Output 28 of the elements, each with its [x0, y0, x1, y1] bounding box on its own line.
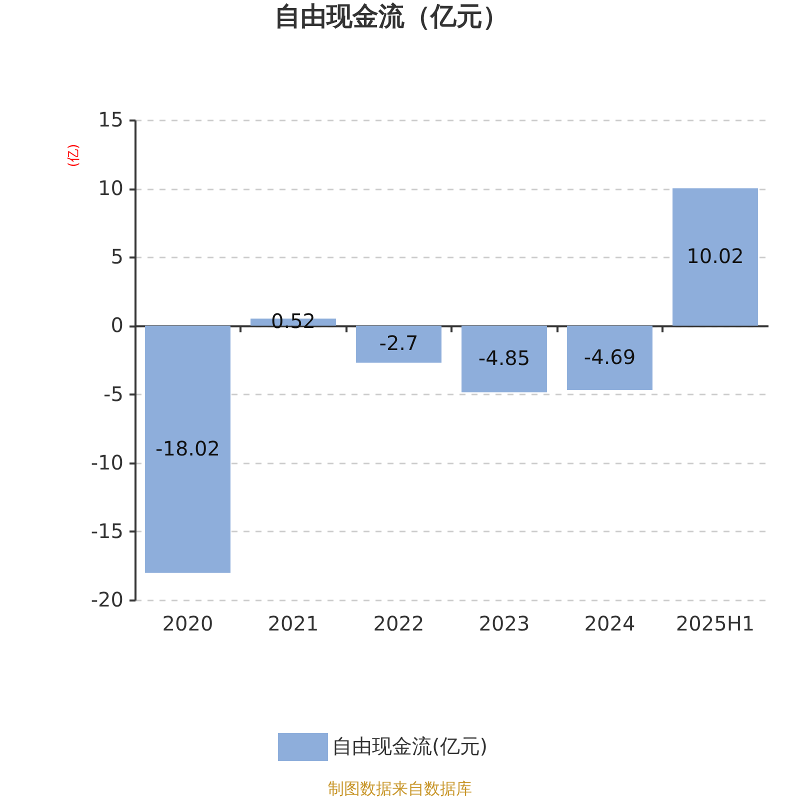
- bar: [145, 326, 230, 573]
- x-tick-label: 2025H1: [676, 612, 755, 636]
- legend-label: 自由现金流(亿元): [332, 734, 488, 758]
- y-tick-label: 5: [110, 244, 124, 269]
- x-tick-label: 2022: [373, 612, 424, 636]
- data-label: -18.02: [156, 436, 220, 460]
- bar: [672, 188, 758, 326]
- data-label: -2.7: [379, 331, 418, 356]
- x-tick-label: 2020: [162, 612, 214, 636]
- x-tick-label: 2021: [268, 612, 319, 636]
- data-label: 10.02: [686, 244, 744, 268]
- y-tick-label: 15: [98, 108, 124, 132]
- text: 制图数据来自数据库: [328, 779, 472, 798]
- data-label: -4.85: [478, 346, 530, 370]
- y-tick-label: -15: [90, 518, 124, 543]
- y-tick-label: 0: [110, 313, 124, 338]
- bar: [462, 326, 547, 392]
- y-tick-label: -5: [104, 382, 124, 406]
- x-tick-label: 2024: [584, 612, 636, 636]
- bar: [567, 326, 652, 390]
- chart-title: 自由现金流（亿元）: [274, 2, 508, 32]
- bar: [356, 326, 442, 363]
- y-tick-label: 10: [98, 176, 124, 200]
- data-label: -4.69: [584, 344, 636, 369]
- x-tick-label: 2023: [478, 612, 530, 636]
- y-tick-label: -10: [90, 450, 124, 474]
- y-tick-label: -20: [90, 588, 124, 612]
- y-axis-title: (亿): [66, 144, 82, 168]
